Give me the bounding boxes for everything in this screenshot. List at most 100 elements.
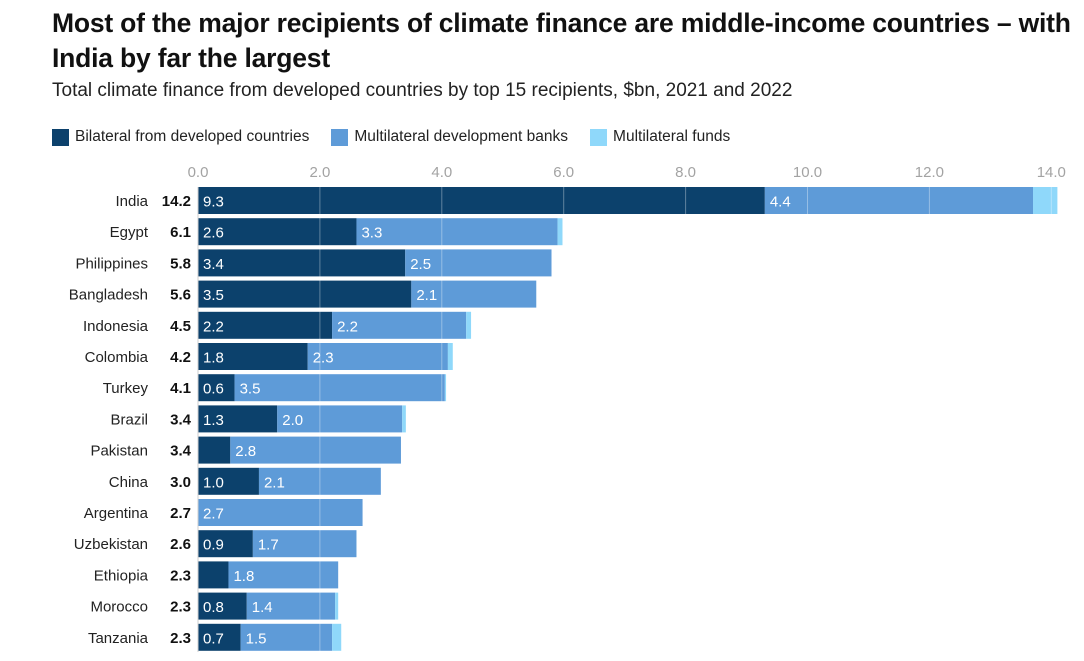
- bar-philippines-mdb: [405, 249, 552, 277]
- legend-swatch-funds: [590, 128, 608, 146]
- bar-colombia-mdb: [307, 343, 448, 370]
- bar-pakistan-bilateral: [198, 436, 231, 464]
- x-tick-label: 12.0: [915, 164, 944, 181]
- legend-swatch-mdb: [331, 128, 349, 146]
- bar-uzbekistan-bilateral: [198, 530, 253, 558]
- bar-brazil-mdb: [277, 405, 403, 433]
- x-tick-label: 0.0: [188, 164, 209, 181]
- bar-colombia-bilateral: [198, 343, 308, 370]
- x-tick-label: 2.0: [309, 164, 330, 181]
- legend-label-funds: Multilateral funds: [613, 128, 731, 145]
- bar-philippines-bilateral: [198, 249, 406, 277]
- x-tick-label: 14.0: [1037, 164, 1066, 181]
- bar-morocco-mdb: [246, 592, 336, 620]
- bar-egypt-mdb: [356, 218, 558, 246]
- x-tick-label: 10.0: [793, 164, 822, 181]
- category-label-indonesia: Indonesia: [83, 318, 149, 335]
- total-label-brazil: 3.4: [170, 411, 192, 428]
- bar-value-label: 1.8: [203, 350, 224, 367]
- bar-tanzania-bilateral: [198, 623, 241, 651]
- category-label-egypt: Egypt: [110, 224, 149, 241]
- chart-subtitle: Total climate finance from developed cou…: [52, 80, 793, 101]
- bar-value-label: 0.7: [203, 630, 224, 647]
- total-label-pakistan: 3.4: [170, 443, 192, 460]
- bar-value-label: 1.3: [203, 412, 224, 429]
- bar-value-label: 2.7: [203, 506, 224, 523]
- bar-value-label: 1.5: [246, 630, 267, 647]
- bar-value-label: 1.4: [252, 599, 273, 616]
- category-label-brazil: Brazil: [110, 411, 148, 428]
- bar-india-funds: [1033, 187, 1058, 214]
- bar-china-mdb: [258, 467, 381, 495]
- bar-value-label: 2.1: [264, 474, 285, 491]
- category-label-colombia: Colombia: [85, 349, 149, 366]
- bar-value-label: 2.8: [235, 443, 256, 460]
- total-label-colombia: 4.2: [170, 349, 191, 366]
- bar-brazil-funds: [402, 405, 406, 433]
- bar-value-label: 1.8: [233, 568, 254, 585]
- bar-value-label: 3.5: [240, 381, 261, 398]
- total-label-bangladesh: 5.6: [170, 287, 191, 304]
- bar-value-label: 0.8: [203, 599, 224, 616]
- bar-value-label: 9.3: [203, 194, 224, 211]
- bar-value-label: 2.6: [203, 225, 224, 242]
- total-label-turkey: 4.1: [170, 380, 191, 397]
- x-tick-label: 4.0: [431, 164, 452, 181]
- bar-value-label: 2.2: [203, 318, 224, 335]
- bar-turkey-bilateral: [198, 374, 235, 402]
- chart-title: Most of the major recipients of climate …: [52, 8, 1071, 73]
- bar-tanzania-funds: [332, 623, 342, 651]
- bar-colombia-funds: [447, 343, 453, 370]
- bar-bangladesh-bilateral: [198, 280, 412, 308]
- bar-egypt-funds: [557, 218, 563, 246]
- category-label-pakistan: Pakistan: [90, 443, 148, 460]
- total-label-china: 3.0: [170, 474, 191, 491]
- bar-pakistan-mdb: [230, 436, 401, 464]
- total-label-uzbekistan: 2.6: [170, 536, 191, 553]
- bar-ethiopia-mdb: [228, 561, 339, 589]
- bar-value-label: 2.0: [282, 412, 303, 429]
- bar-value-label: 2.5: [410, 256, 431, 273]
- bar-ethiopia-bilateral: [198, 561, 229, 589]
- legend-swatch-bilateral: [52, 128, 69, 146]
- bar-value-label: 2.2: [337, 318, 358, 335]
- bar-morocco-bilateral: [198, 592, 247, 620]
- bar-value-label: 3.5: [203, 287, 224, 304]
- bar-indonesia-bilateral: [198, 311, 333, 339]
- category-label-turkey: Turkey: [103, 380, 149, 397]
- bar-turkey-mdb: [234, 374, 445, 402]
- bar-india-mdb: [764, 187, 1034, 214]
- legend-item-bilateral: Bilateral from developed countries: [52, 128, 309, 146]
- x-tick-label: 8.0: [675, 164, 696, 181]
- category-label-uzbekistan: Uzbekistan: [74, 536, 148, 553]
- bar-bangladesh-mdb: [411, 280, 537, 308]
- bar-value-label: 4.4: [770, 194, 791, 211]
- bar-tanzania-mdb: [240, 623, 333, 651]
- category-label-bangladesh: Bangladesh: [69, 287, 148, 304]
- legend-label-bilateral: Bilateral from developed countries: [75, 128, 310, 145]
- bar-egypt-bilateral: [198, 218, 357, 246]
- bar-value-label: 0.6: [203, 381, 224, 398]
- total-label-argentina: 2.7: [170, 505, 191, 522]
- bar-indonesia-mdb: [332, 311, 467, 339]
- category-label-ethiopia: Ethiopia: [94, 567, 149, 584]
- total-label-indonesia: 4.5: [170, 318, 191, 335]
- bar-argentina-mdb: [198, 499, 363, 526]
- category-label-china: China: [109, 474, 149, 491]
- bar-india-bilateral: [198, 187, 765, 214]
- total-label-morocco: 2.3: [170, 599, 191, 616]
- bar-value-label: 1.0: [203, 474, 224, 491]
- legend-item-mdb: Multilateral development banks: [331, 128, 568, 146]
- legend: Bilateral from developed countries Multi…: [52, 128, 752, 146]
- bar-morocco-funds: [335, 592, 339, 620]
- category-label-india: India: [115, 193, 148, 210]
- bar-brazil-bilateral: [198, 405, 278, 433]
- bar-value-label: 2.3: [313, 350, 334, 367]
- category-label-morocco: Morocco: [90, 599, 148, 616]
- bar-value-label: 1.7: [258, 537, 279, 554]
- bar-indonesia-funds: [466, 311, 472, 339]
- total-label-philippines: 5.8: [170, 255, 191, 272]
- total-label-tanzania: 2.3: [170, 630, 191, 647]
- total-label-ethiopia: 2.3: [170, 567, 191, 584]
- legend-label-mdb: Multilateral development banks: [354, 128, 569, 145]
